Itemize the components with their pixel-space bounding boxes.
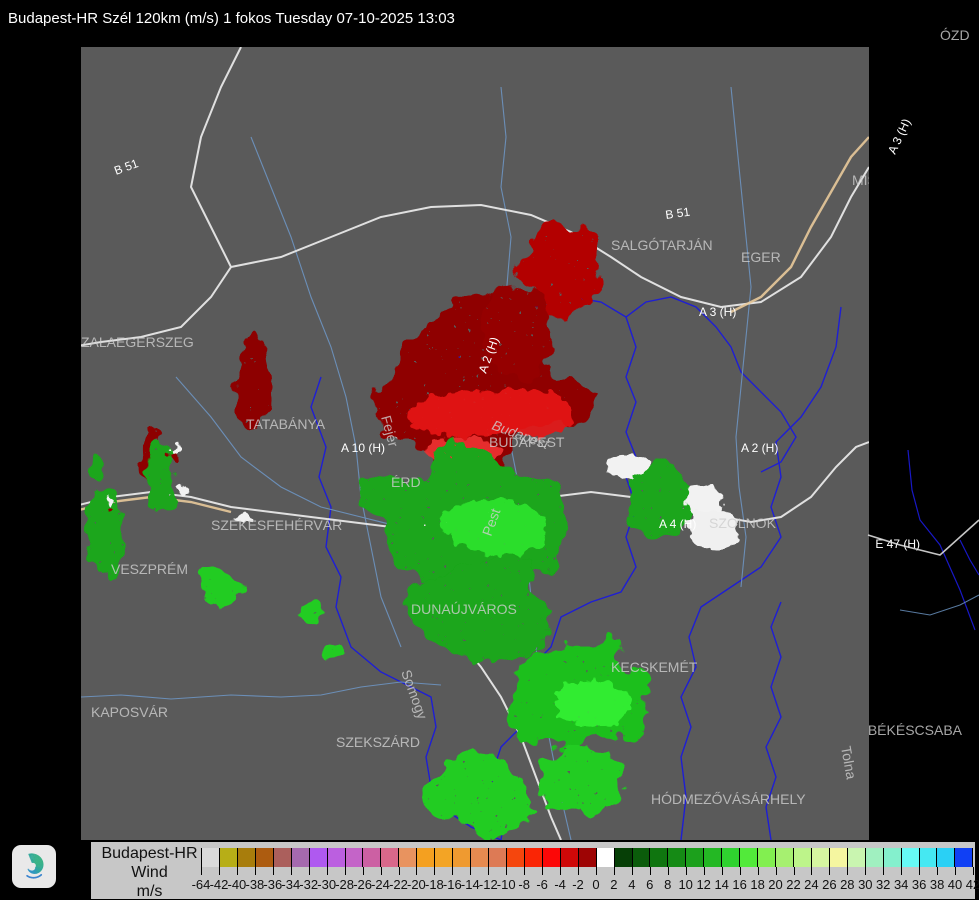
svg-text:A 3 (H): A 3 (H) bbox=[885, 117, 913, 157]
svg-text:BÉKÉSCSABA: BÉKÉSCSABA bbox=[868, 722, 963, 738]
svg-text:ÓZD: ÓZD bbox=[940, 27, 970, 43]
